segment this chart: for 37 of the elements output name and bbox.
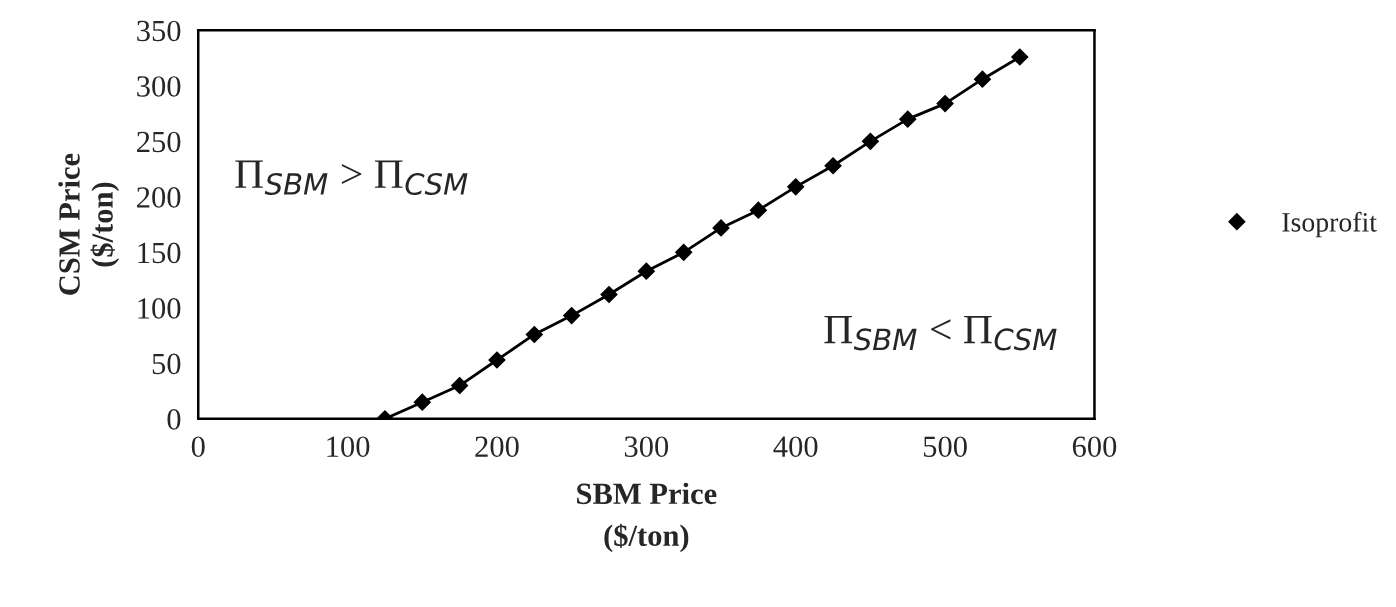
x-tick-label: 100 <box>327 436 370 457</box>
point <box>600 285 618 304</box>
x-tick-label: 500 <box>923 436 967 457</box>
y-tick-label: 50 <box>152 353 181 375</box>
point <box>1011 48 1029 66</box>
y-tick-label: 300 <box>137 76 181 97</box>
point <box>787 178 805 196</box>
point <box>488 351 506 369</box>
y-tick-label: 350 <box>137 20 181 42</box>
y-axis-title: CSM Price ($/ton) <box>58 153 120 295</box>
point <box>525 325 543 344</box>
y-tick-label: 250 <box>137 131 181 153</box>
point <box>936 95 954 113</box>
point <box>824 157 842 175</box>
x-axis-title: SBM Price ($/ton) <box>577 482 717 553</box>
point <box>861 132 879 150</box>
point <box>712 219 730 237</box>
annotation: Π$_{SBM}$ < Π$_{CSM}$ <box>824 315 1057 351</box>
point <box>899 110 917 128</box>
legend-label: Isoprofit <box>1282 211 1377 238</box>
point <box>675 243 693 261</box>
point <box>451 376 469 395</box>
x-tick-label: 600 <box>1072 436 1117 457</box>
y-tick-label: 100 <box>138 298 181 319</box>
y-tick-label: 0 <box>167 409 181 430</box>
x-tick-label: 200 <box>475 436 519 457</box>
point <box>973 70 991 88</box>
point <box>563 307 581 325</box>
x-tick-label: 400 <box>773 436 818 457</box>
y-tick-label: 150 <box>138 242 181 264</box>
point <box>413 393 431 411</box>
point <box>749 201 767 219</box>
point <box>637 262 655 280</box>
x-tick-label: 0 <box>191 436 205 457</box>
annotation: Π$_{SBM}$ > Π$_{CSM}$ <box>235 160 468 196</box>
x-tick-label: 300 <box>624 436 669 457</box>
y-tick-label: 200 <box>137 187 181 208</box>
